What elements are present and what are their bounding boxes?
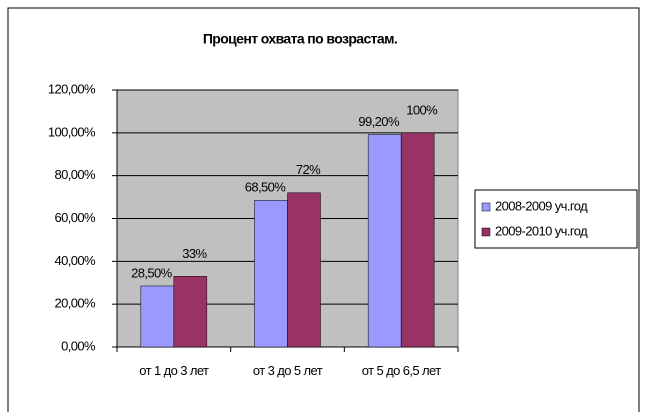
legend-label: 2009-2010 уч.год [495,223,588,238]
y-tick-label: 120,00% [48,81,96,96]
x-tick-label: от 5 до 6,5 лет [361,363,441,378]
legend-swatch [481,202,491,212]
data-label: 33% [182,246,207,261]
y-tick-label: 100,00% [48,124,96,139]
y-tick-label: 0,00% [61,338,96,353]
legend [474,189,638,249]
legend-label: 2008-2009 уч.год [495,198,588,213]
x-tick-label: от 3 до 5 лет [252,363,323,378]
y-tick-label: 80,00% [55,167,97,182]
data-label: 68,50% [245,180,287,195]
bar [254,200,288,348]
data-label: 99,20% [358,114,400,129]
data-label: 28,50% [131,265,173,280]
y-tick-label: 60,00% [55,210,97,225]
bar [287,192,321,348]
legend-swatch [481,227,491,237]
bar [173,276,208,348]
bar [400,132,435,348]
chart-title: Процент охвата по возрастам. [203,31,397,47]
x-tick-label: от 1 до 3 лет [139,363,209,378]
data-label: 72% [296,162,321,177]
y-tick-label: 20,00% [55,296,97,311]
y-tick-label: 40,00% [55,253,97,268]
bar [140,285,175,348]
bar [367,134,402,348]
data-label: 100% [406,102,438,117]
